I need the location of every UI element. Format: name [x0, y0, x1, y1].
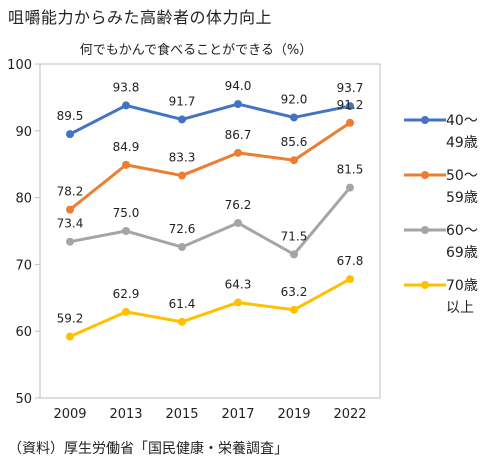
series-line-0	[69, 102, 351, 136]
x-tick-label: 2019	[277, 407, 310, 422]
data-point	[122, 307, 130, 316]
data-label: 91.2	[337, 98, 364, 112]
legend-label-0: 40～ 49歳	[446, 113, 478, 151]
data-label: 78.2	[57, 185, 84, 199]
data-label: 64.3	[225, 277, 252, 291]
series-line-1	[69, 121, 351, 211]
data-label: 73.4	[57, 217, 84, 231]
data-label: 92.0	[281, 92, 308, 106]
x-tick-label: 2015	[165, 407, 198, 422]
chart-title: 何でもかんで食べることができる（%）	[79, 43, 313, 58]
y-tick-label: 50	[15, 392, 32, 407]
data-point	[290, 156, 298, 165]
data-point	[346, 118, 354, 127]
data-point	[122, 160, 130, 169]
data-point	[122, 101, 130, 110]
data-label: 83.3	[169, 151, 196, 165]
axes: 50 60 70 80 90 100 2009 2013 2015 2017 2019 2022	[7, 58, 381, 422]
data-label: 63.2	[281, 285, 308, 299]
x-tick-label: 2013	[109, 407, 142, 422]
data-label: 71.5	[281, 229, 308, 243]
y-tick-label: 70	[15, 258, 32, 273]
plot-frame	[39, 63, 381, 399]
source-note: （資料）厚生労働省「国民健康・栄養調査」	[8, 441, 288, 457]
data-point	[178, 171, 186, 180]
data-label: 86.7	[225, 128, 252, 142]
data-point	[346, 275, 354, 284]
data-point	[178, 243, 186, 252]
data-point	[290, 250, 298, 259]
legend-marker-3	[421, 281, 429, 289]
x-tick-label: 2017	[221, 407, 254, 422]
data-point	[178, 317, 186, 326]
data-point	[66, 130, 74, 139]
data-label: 62.9	[113, 287, 140, 301]
x-tick-label: 2022	[333, 407, 366, 422]
data-label: 75.0	[113, 206, 140, 220]
legend-marker-2	[421, 226, 429, 234]
page-title: 咀嚼能力からみた高齢者の体力向上	[8, 8, 273, 27]
y-tick-label: 80	[15, 192, 32, 207]
series-points	[66, 100, 354, 341]
data-point	[290, 305, 298, 314]
data-label: 94.0	[225, 79, 252, 93]
series-line-3	[69, 277, 351, 338]
data-label: 84.9	[113, 140, 140, 154]
data-label: 89.5	[57, 109, 84, 123]
data-label: 76.2	[225, 198, 252, 212]
legend-marker-0	[421, 116, 429, 124]
legend-marker-1	[421, 171, 429, 179]
data-label: 91.7	[169, 94, 196, 108]
legend-label-1: 50～ 59歳	[446, 168, 478, 206]
data-label: 59.2	[57, 312, 84, 326]
data-point	[66, 205, 74, 214]
x-tick-label: 2009	[53, 407, 86, 422]
data-point	[178, 115, 186, 124]
legend-label-3: 70歳以上	[446, 278, 478, 316]
data-point	[346, 102, 354, 111]
data-labels: 89.5 93.8 91.7 94.0 92.0 93.7 78.2 84.9 83.3 86.7…	[57, 79, 364, 325]
data-point	[66, 332, 74, 341]
data-label: 67.8	[337, 254, 364, 268]
data-point	[234, 298, 242, 307]
y-tick-label: 60	[15, 325, 32, 340]
data-point	[234, 100, 242, 109]
data-label: 72.6	[169, 222, 196, 236]
data-point	[234, 148, 242, 157]
data-label: 81.5	[337, 163, 364, 177]
series-line-2	[69, 186, 352, 256]
data-point	[122, 227, 130, 235]
y-tick-label: 90	[15, 125, 32, 140]
legend: 40～ 49歳 50～ 59歳 60～ 69歳 70歳以上	[404, 113, 478, 316]
data-point	[290, 113, 298, 122]
data-label: 93.7	[337, 81, 364, 95]
data-point	[234, 218, 242, 227]
data-label: 61.4	[169, 297, 196, 311]
y-tick-label: 100	[7, 58, 32, 73]
data-point	[66, 237, 74, 246]
legend-label-2: 60～ 69歳	[446, 223, 478, 261]
series-lines	[69, 102, 352, 338]
data-point	[346, 183, 354, 192]
data-label: 93.8	[113, 80, 140, 94]
data-label: 85.6	[281, 135, 308, 149]
